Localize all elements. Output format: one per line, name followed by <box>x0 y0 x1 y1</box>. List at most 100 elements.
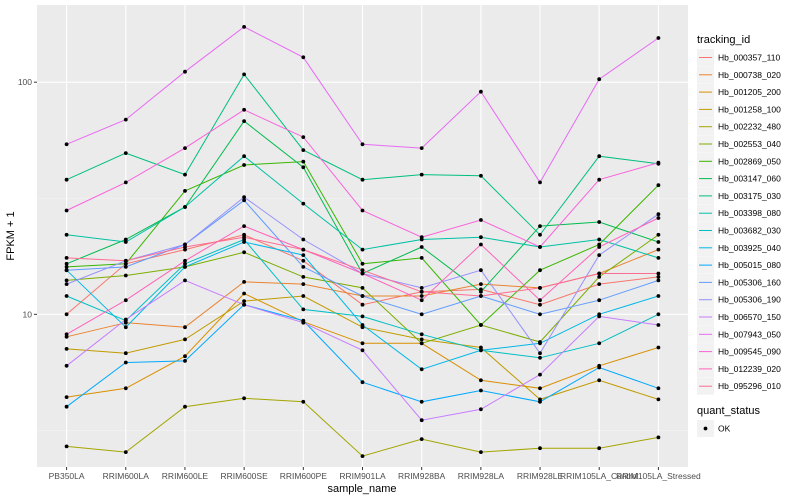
data-point-Hb_006570_150 <box>419 418 424 423</box>
data-point-Hb_007943_050 <box>419 146 424 151</box>
shape-legend-point-OK <box>703 426 708 431</box>
series-points <box>64 25 661 458</box>
data-point-Hb_005306_190 <box>597 253 602 257</box>
legend-label-Hb_001258_100: Hb_001258_100 <box>718 104 781 114</box>
data-point-Hb_006570_150 <box>183 278 187 283</box>
data-point-Hb_005015_080 <box>64 404 69 409</box>
x-tick-label: RRIM105LA_Stressed <box>616 471 701 481</box>
data-point-Hb_095296_010 <box>301 247 306 252</box>
data-point-Hb_006570_150 <box>597 314 602 319</box>
data-point-Hb_003175_030 <box>597 154 602 159</box>
data-point-Hb_007943_050 <box>656 36 661 40</box>
data-point-Hb_005306_160 <box>419 312 424 317</box>
x-tick-label: RRIM928LE <box>517 471 564 481</box>
data-point-Hb_002869_050 <box>419 256 424 260</box>
data-point-Hb_001258_100 <box>419 337 424 342</box>
data-point-Hb_000738_020 <box>419 294 424 298</box>
x-tick-label: RRIM600PE <box>280 471 328 481</box>
x-tick-label: RRIM928BA <box>398 471 446 481</box>
data-point-Hb_001258_100 <box>479 345 483 350</box>
data-point-Hb_005015_080 <box>656 386 661 391</box>
data-point-Hb_007943_050 <box>123 117 128 122</box>
data-point-Hb_002869_050 <box>123 261 128 266</box>
data-point-Hb_009545_090 <box>360 208 365 213</box>
data-point-Hb_000357_110 <box>64 312 69 317</box>
data-point-Hb_002553_040 <box>242 250 247 255</box>
legend-label-Hb_006570_150: Hb_006570_150 <box>718 312 781 322</box>
data-point-Hb_012239_020 <box>538 298 542 303</box>
data-point-Hb_001258_100 <box>123 351 128 356</box>
data-point-Hb_002869_050 <box>479 323 483 327</box>
legend-label-Hb_002869_050: Hb_002869_050 <box>718 156 781 166</box>
x-tick-label: RRIM600SE <box>221 471 269 481</box>
data-point-Hb_006570_150 <box>64 363 69 368</box>
data-point-Hb_003147_060 <box>597 220 602 224</box>
data-point-Hb_001258_100 <box>597 378 602 383</box>
data-point-Hb_003398_080 <box>183 205 187 209</box>
data-point-Hb_001205_200 <box>479 378 483 383</box>
data-point-Hb_009545_090 <box>419 235 424 240</box>
data-point-Hb_005306_160 <box>123 265 128 269</box>
y-axis-title: FPKM + 1 <box>5 211 17 260</box>
data-point-Hb_002553_040 <box>597 275 602 279</box>
data-point-Hb_012239_020 <box>419 298 424 303</box>
data-point-Hb_005306_160 <box>360 294 365 298</box>
data-point-Hb_002869_050 <box>360 261 365 266</box>
data-point-Hb_003175_030 <box>419 172 424 177</box>
data-point-Hb_002232_480 <box>301 399 306 404</box>
data-point-Hb_001258_100 <box>656 397 661 402</box>
data-point-Hb_009545_090 <box>597 177 602 182</box>
data-point-Hb_003147_060 <box>479 289 483 294</box>
data-point-Hb_000357_110 <box>538 302 542 307</box>
data-point-Hb_002869_050 <box>656 183 661 188</box>
data-point-Hb_005015_080 <box>419 399 424 404</box>
data-point-Hb_001205_200 <box>183 354 187 359</box>
data-point-Hb_005306_190 <box>538 351 542 356</box>
data-point-Hb_005306_190 <box>419 286 424 290</box>
x-tick-label: RRIM600LE <box>162 471 209 481</box>
data-point-Hb_003147_060 <box>656 240 661 244</box>
data-point-Hb_095296_010 <box>64 256 69 260</box>
data-point-Hb_005015_080 <box>597 365 602 370</box>
x-axis-title: sample_name <box>327 483 396 495</box>
x-tick-label: RRIM901LA <box>339 471 386 481</box>
data-point-Hb_095296_010 <box>597 271 602 276</box>
data-point-Hb_000738_020 <box>183 325 187 330</box>
data-point-Hb_002553_040 <box>360 286 365 290</box>
legend-label-Hb_003682_030: Hb_003682_030 <box>718 226 781 236</box>
legend-label-Hb_003925_040: Hb_003925_040 <box>718 243 781 253</box>
data-point-Hb_003175_030 <box>242 72 247 77</box>
data-point-Hb_009545_090 <box>123 180 128 185</box>
data-point-Hb_095296_010 <box>242 235 247 240</box>
data-point-Hb_007943_050 <box>301 55 306 60</box>
data-point-Hb_003175_030 <box>301 148 306 153</box>
data-point-Hb_002232_480 <box>479 450 483 454</box>
data-point-Hb_006570_150 <box>123 317 128 322</box>
data-point-Hb_006570_150 <box>538 372 542 377</box>
data-point-Hb_003175_030 <box>360 177 365 182</box>
data-point-Hb_007943_050 <box>360 142 365 147</box>
data-point-Hb_003925_040 <box>479 348 483 353</box>
legend-label-Hb_005015_080: Hb_005015_080 <box>718 260 781 270</box>
data-point-Hb_005015_080 <box>123 360 128 365</box>
data-point-Hb_003682_030 <box>64 294 69 298</box>
data-point-Hb_000738_020 <box>479 282 483 286</box>
data-point-Hb_003925_040 <box>656 294 661 298</box>
data-point-Hb_003398_080 <box>123 240 128 244</box>
data-point-Hb_001205_200 <box>538 386 542 391</box>
data-point-Hb_012239_020 <box>479 242 483 247</box>
data-point-Hb_001205_200 <box>656 345 661 350</box>
legend-label-Hb_003398_080: Hb_003398_080 <box>718 208 781 218</box>
data-point-Hb_005015_080 <box>538 399 542 404</box>
data-point-Hb_003147_060 <box>419 245 424 249</box>
data-point-Hb_000738_020 <box>656 247 661 252</box>
data-point-Hb_003175_030 <box>183 172 187 177</box>
data-point-Hb_002869_050 <box>183 189 187 193</box>
data-point-Hb_003398_080 <box>360 247 365 252</box>
data-point-Hb_000357_110 <box>183 247 187 252</box>
data-point-Hb_003147_060 <box>64 261 69 266</box>
data-point-Hb_009545_090 <box>64 208 69 213</box>
data-point-Hb_000357_110 <box>301 258 306 263</box>
data-point-Hb_003682_030 <box>419 332 424 337</box>
data-point-Hb_005306_190 <box>656 212 661 217</box>
